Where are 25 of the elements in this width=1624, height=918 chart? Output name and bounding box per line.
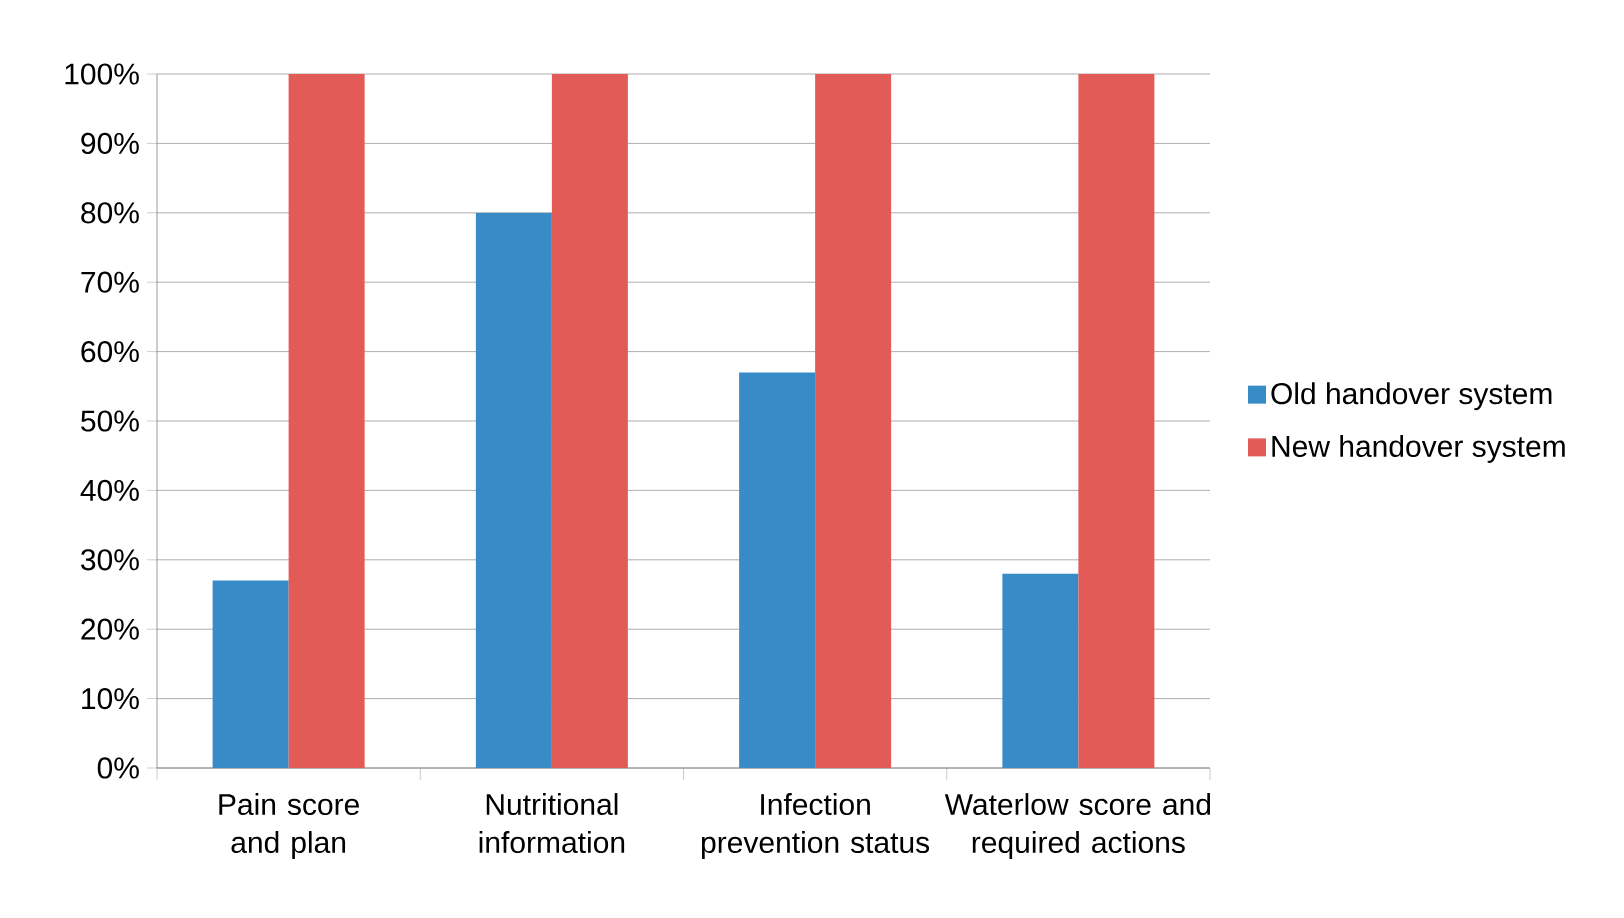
bar [1078,74,1155,768]
x-tick-label: Infection prevention status [702,793,930,860]
x-tick-label: Nutritional information [479,793,625,854]
y-tick-label: 0% [97,757,139,779]
y-tick-label: 10% [82,687,139,710]
y-tick-label: 100% [65,63,139,85]
y-tick-label: 70% [81,271,139,293]
y-tick-label: 30% [81,549,139,571]
bar [288,74,365,768]
y-tick-label: 40% [80,479,139,502]
y-tick-label: 60% [81,340,139,363]
bar [551,74,628,768]
x-tick-label: Waterlow score and required actions [944,793,1211,860]
y-tick-label: 90% [81,132,139,155]
bar [475,212,552,768]
bar [1002,573,1079,768]
bar [739,372,816,768]
legend-label: New handover system [1272,435,1565,463]
y-tick-label: 50% [81,410,139,432]
y-tick-label: 20% [81,618,139,640]
bar [815,74,892,768]
legend-label: Old handover system [1271,382,1552,411]
x-tick-label: Pain score and plan [219,793,359,860]
y-tick-label: 80% [81,202,139,224]
bar [212,580,289,768]
